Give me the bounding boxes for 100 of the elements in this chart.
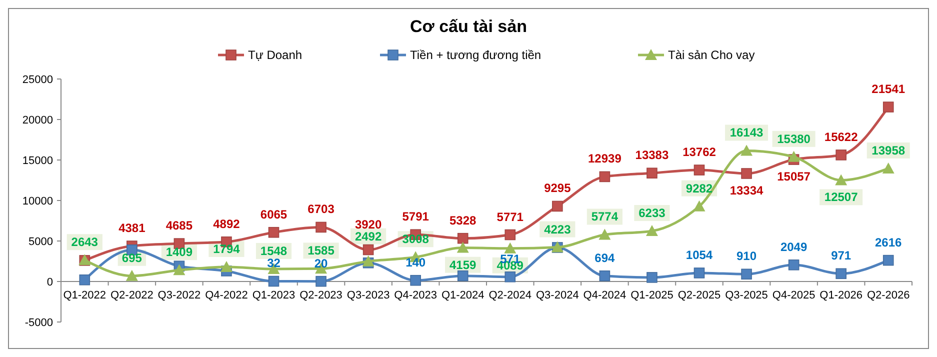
point <box>836 150 846 160</box>
data-label: 16143 <box>730 126 764 140</box>
x-tick-label: Q1-2026 <box>820 290 862 302</box>
data-label: 2616 <box>875 235 902 250</box>
point <box>220 260 232 272</box>
point <box>646 168 658 178</box>
x-tick-label: Q1-2022 <box>63 290 106 302</box>
data-label: 2492 <box>354 229 382 244</box>
x-tick-label: Q1-2024 <box>441 290 484 302</box>
data-label: 9295 <box>544 181 572 196</box>
chart-title: Cơ cấu tài sản <box>410 17 527 36</box>
data-label: 910 <box>736 249 757 264</box>
point <box>740 144 753 156</box>
x-tick-label: Q3-2023 <box>346 290 390 302</box>
data-label: 13958 <box>872 143 906 158</box>
data-label: 15380 <box>777 132 811 146</box>
point <box>598 228 611 240</box>
data-label: 4685 <box>166 218 193 233</box>
data-label: 2643 <box>71 235 98 250</box>
x-tick-label: Q2-2026 <box>866 290 910 302</box>
data-label: 2049 <box>780 240 808 254</box>
point <box>741 168 752 179</box>
x-tick-label: Q2-2024 <box>488 290 532 302</box>
data-label: 6703 <box>308 202 335 216</box>
y-tick-label: 0 <box>46 276 53 288</box>
point <box>268 226 280 238</box>
point <box>126 270 138 281</box>
point <box>504 229 516 240</box>
data-label: 9282 <box>686 181 713 196</box>
data-label: 12939 <box>588 152 622 166</box>
point <box>882 102 894 112</box>
x-tick-label: Q2-2025 <box>678 290 721 302</box>
data-label: 12507 <box>824 190 858 204</box>
data-label: 695 <box>122 250 142 265</box>
point <box>268 276 280 287</box>
point <box>456 242 469 253</box>
point <box>362 244 374 256</box>
x-tick-label: Q4-2025 <box>772 290 816 302</box>
y-tick-label: 5000 <box>28 236 53 248</box>
data-label: 13762 <box>682 145 716 160</box>
data-label: 1548 <box>260 244 288 258</box>
data-label: 140 <box>406 255 426 270</box>
data-label: 32 <box>267 256 281 270</box>
point <box>741 268 752 280</box>
y-tick-label: 25000 <box>22 74 53 86</box>
point <box>504 242 516 254</box>
data-label: 15057 <box>777 170 811 184</box>
x-tick-label: Q2-2023 <box>300 290 342 302</box>
point <box>646 225 658 236</box>
point <box>882 254 894 266</box>
data-label: 5328 <box>450 213 477 228</box>
data-label: 15622 <box>824 130 858 144</box>
data-label: 1054 <box>686 248 713 262</box>
data-label: 4381 <box>118 221 146 236</box>
legend-label: Tự Doanh <box>248 48 302 62</box>
point <box>646 272 658 283</box>
data-label: 4223 <box>544 222 572 236</box>
point <box>316 222 326 233</box>
point <box>694 268 705 278</box>
point <box>599 270 610 282</box>
point <box>599 171 610 182</box>
x-tick-label: Q2-2022 <box>110 290 154 302</box>
point <box>788 150 800 162</box>
x-tick-label: Q3-2024 <box>536 290 579 302</box>
data-label: 1409 <box>166 245 193 260</box>
point <box>410 274 421 286</box>
data-label: 971 <box>831 248 852 263</box>
point <box>316 276 326 287</box>
point <box>79 274 90 286</box>
data-label: 1794 <box>213 242 240 256</box>
point <box>836 268 846 280</box>
point <box>882 162 894 174</box>
x-tick-label: Q1-2025 <box>630 290 674 302</box>
point <box>457 232 468 244</box>
point <box>173 264 186 276</box>
point <box>694 164 705 176</box>
legend-label: Tài sản Cho vay <box>668 48 755 62</box>
point <box>504 271 516 282</box>
x-tick-label: Q4-2022 <box>205 290 248 302</box>
data-label: 21541 <box>872 82 906 96</box>
data-label: 5774 <box>591 210 618 224</box>
point <box>552 200 563 212</box>
point <box>835 174 848 186</box>
x-tick-label: Q3-2025 <box>725 290 768 302</box>
x-tick-label: Q3-2022 <box>158 290 201 302</box>
y-tick-label: -5000 <box>24 317 53 329</box>
data-label: 4159 <box>450 258 477 272</box>
data-label: 1585 <box>308 244 335 258</box>
y-tick-label: 10000 <box>22 196 53 208</box>
point <box>457 270 468 282</box>
data-label: 13334 <box>730 183 764 198</box>
y-tick-label: 20000 <box>22 114 53 126</box>
data-label: 6233 <box>638 206 666 220</box>
data-label: 20 <box>314 256 328 270</box>
data-label: 6065 <box>260 207 288 222</box>
x-tick-label: Q4-2024 <box>583 290 626 302</box>
data-label: 3920 <box>354 218 382 232</box>
data-label: 5771 <box>496 210 524 224</box>
point <box>788 260 800 270</box>
point <box>693 200 706 212</box>
